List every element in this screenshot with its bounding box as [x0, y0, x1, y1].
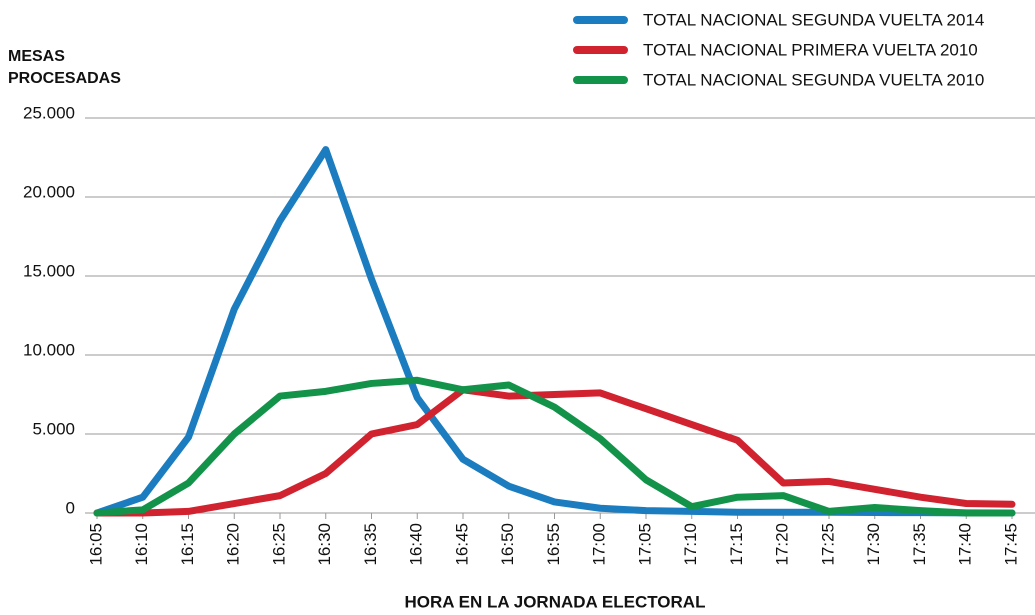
x-tick-label: 16:40 [407, 523, 426, 566]
x-tick-label: 17:20 [773, 523, 792, 566]
y-tick-label: 5.000 [32, 419, 75, 438]
x-tick-label: 16:45 [452, 523, 471, 566]
y-tick-label: 20.000 [23, 182, 75, 201]
x-tick-label: 16:35 [361, 523, 380, 566]
y-axis-title: MESAS PROCESADAS [8, 48, 121, 87]
x-tick-label: 16:20 [224, 523, 243, 566]
legend-label: TOTAL NACIONAL PRIMERA VUELTA 2010 [643, 40, 978, 59]
x-tick-label: 16:50 [498, 523, 517, 566]
x-tick-label: 17:35 [910, 523, 929, 566]
x-tick-label: 16:55 [544, 523, 563, 566]
series-line [93, 146, 1016, 517]
y-tick-label: 10.000 [23, 340, 75, 359]
legend-label: TOTAL NACIONAL SEGUNDA VUELTA 2010 [643, 70, 984, 89]
x-tick-label: 17:40 [956, 523, 975, 566]
x-tick-label: 16:25 [269, 523, 288, 566]
x-axis-title: HORA EN LA JORNADA ELECTORAL [405, 592, 706, 611]
x-tick-label: 17:05 [635, 523, 654, 566]
x-tick-label: 17:25 [818, 523, 837, 566]
y-tick-label: 15.000 [23, 261, 75, 280]
x-tick-label: 16:05 [86, 523, 105, 566]
series-line [93, 386, 1016, 517]
x-tick-label: 17:15 [727, 523, 746, 566]
x-tick-label: 17:00 [590, 523, 609, 566]
y-tick-label: 0 [66, 498, 75, 517]
y-tick-label: 25.000 [23, 103, 75, 122]
x-tick-label: 17:30 [864, 523, 883, 566]
x-tick-label: 16:15 [178, 523, 197, 566]
legend-label: TOTAL NACIONAL SEGUNDA VUELTA 2014 [643, 10, 984, 29]
x-tick-label: 16:30 [315, 523, 334, 566]
series-line [93, 376, 1016, 517]
x-tick-label: 17:45 [1001, 523, 1020, 566]
x-tick-label: 16:10 [132, 523, 151, 566]
x-tick-label: 17:10 [681, 523, 700, 566]
